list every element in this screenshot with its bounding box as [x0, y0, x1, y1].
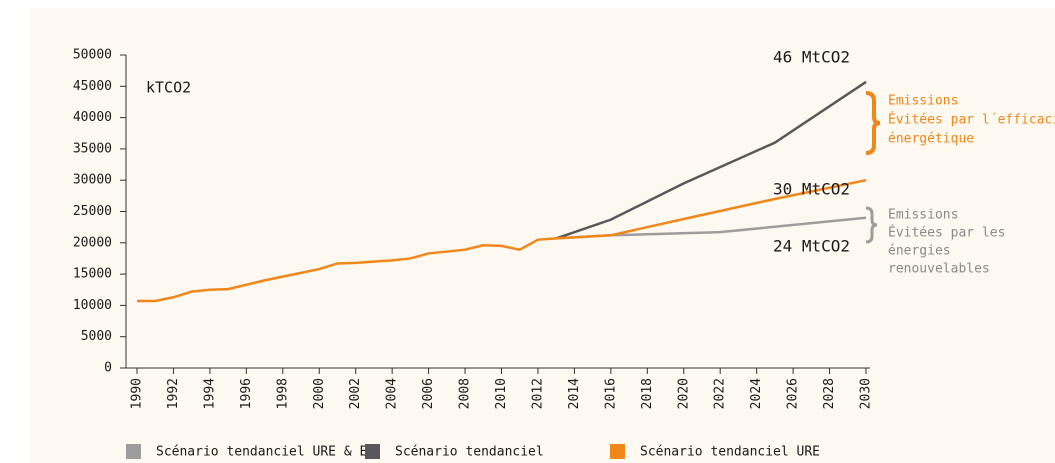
- x-tick-label: 2024: [749, 378, 764, 409]
- efficiency-label: Emissions: [888, 94, 958, 109]
- x-tick-label: 2018: [640, 378, 655, 409]
- renewables-label: renouvelables: [888, 262, 990, 277]
- x-tick-label: 2028: [822, 378, 837, 409]
- x-tick-label: 2008: [458, 378, 473, 409]
- renewables-label: Emissions: [888, 208, 958, 223]
- y-tick-label: 40000: [73, 110, 112, 125]
- x-tick-label: 2014: [567, 378, 582, 409]
- brace-renewables: [865, 206, 878, 244]
- x-tick-label: 2030: [859, 378, 874, 409]
- y-tick-label: 20000: [73, 235, 112, 250]
- brace-efficiency: [865, 91, 881, 155]
- legend-swatch: [365, 444, 380, 459]
- x-tick-label: 2002: [348, 378, 363, 409]
- legend-swatch: [126, 444, 141, 459]
- x-tick-label: 2000: [312, 378, 327, 409]
- y-tick-label: 10000: [73, 298, 112, 313]
- x-tick-label: 2004: [385, 378, 400, 409]
- y-tick-label: 0: [104, 361, 112, 376]
- x-tick-label: 1998: [275, 378, 290, 409]
- efficiency-label: Évitées par l´efficacité: [888, 112, 1055, 128]
- x-tick-label: 1996: [239, 378, 254, 409]
- x-tick-label: 2020: [676, 378, 691, 409]
- legend-swatch: [610, 444, 625, 459]
- y-tick-label: 35000: [73, 141, 112, 156]
- x-tick-label: 1992: [166, 378, 181, 409]
- x-tick-label: 2026: [786, 378, 801, 409]
- x-tick-label: 2012: [530, 378, 545, 409]
- x-tick-label: 1990: [130, 378, 145, 409]
- x-tick-label: 1994: [202, 378, 217, 409]
- renewables-label: énergies: [888, 244, 951, 259]
- y-tick-label: 30000: [73, 173, 112, 188]
- y-tick-label: 25000: [73, 204, 112, 219]
- x-tick-label: 2010: [494, 378, 509, 409]
- legend-label: Scénario tendanciel URE & ER: [156, 445, 375, 460]
- series-line: [137, 178, 867, 303]
- y-tick-label: 15000: [73, 267, 112, 282]
- y-tick-label: 5000: [81, 329, 112, 344]
- y-tick-label: 50000: [73, 48, 112, 63]
- background: [30, 8, 1055, 463]
- total-label: 24 MtCO2: [773, 237, 850, 256]
- y-tick-label: 45000: [73, 79, 112, 94]
- x-tick-label: 2022: [713, 378, 728, 409]
- legend-label: Scénario tendanciel: [395, 445, 544, 460]
- y-unit-label: kTCO2: [146, 79, 191, 97]
- legend-label: Scénario tendanciel URE: [640, 445, 820, 460]
- x-tick-label: 2006: [421, 378, 436, 409]
- total-label: 46 MtCO2: [773, 48, 850, 67]
- x-tick-label: 2016: [603, 378, 618, 409]
- renewables-label: Évitées par les: [888, 225, 1005, 241]
- efficiency-label: énergétique: [888, 132, 974, 147]
- series-line: [555, 80, 867, 240]
- total-label: 30 MtCO2: [773, 180, 850, 199]
